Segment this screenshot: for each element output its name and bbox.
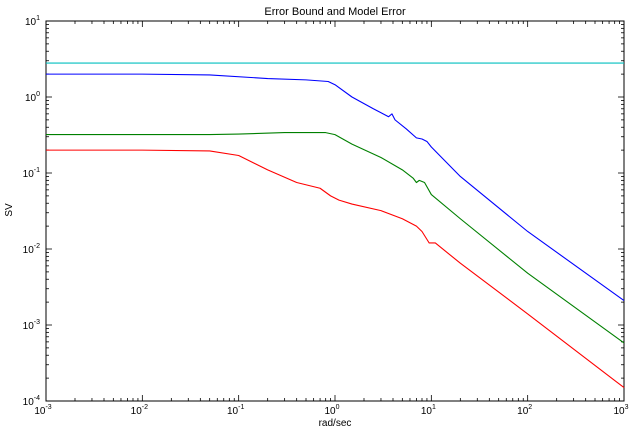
- plot-area: 10-3 10-2 10-1 100 101 102 10310-410-310-210-1…: [23, 15, 629, 417]
- x-tick-label: 10-2: [131, 404, 148, 417]
- series-line-2: [46, 73, 625, 301]
- x-tick-label: 101: [421, 404, 436, 417]
- x-tick-label: 103: [613, 404, 628, 417]
- x-tick-label: 102: [517, 404, 532, 417]
- x-tick-label: 100: [324, 404, 339, 417]
- y-tick-label: 10-4: [23, 395, 40, 408]
- x-tick-label: 10-1: [227, 404, 244, 417]
- axes-box: [45, 20, 625, 402]
- series-line-4: [46, 149, 625, 389]
- y-tick-label: 10-1: [23, 167, 40, 180]
- y-tick-label: 100: [25, 91, 40, 104]
- y-axis-label: SV: [4, 203, 15, 217]
- y-tick-label: 10-2: [23, 243, 40, 256]
- chart-title: Error Bound and Model Error: [264, 6, 406, 18]
- series-line-3: [46, 132, 625, 344]
- y-tick-label: 101: [25, 15, 40, 28]
- x-tick-label: 10-3: [34, 404, 51, 417]
- y-tick-label: 10-3: [23, 319, 40, 332]
- x-axis-label: rad/sec: [319, 418, 352, 429]
